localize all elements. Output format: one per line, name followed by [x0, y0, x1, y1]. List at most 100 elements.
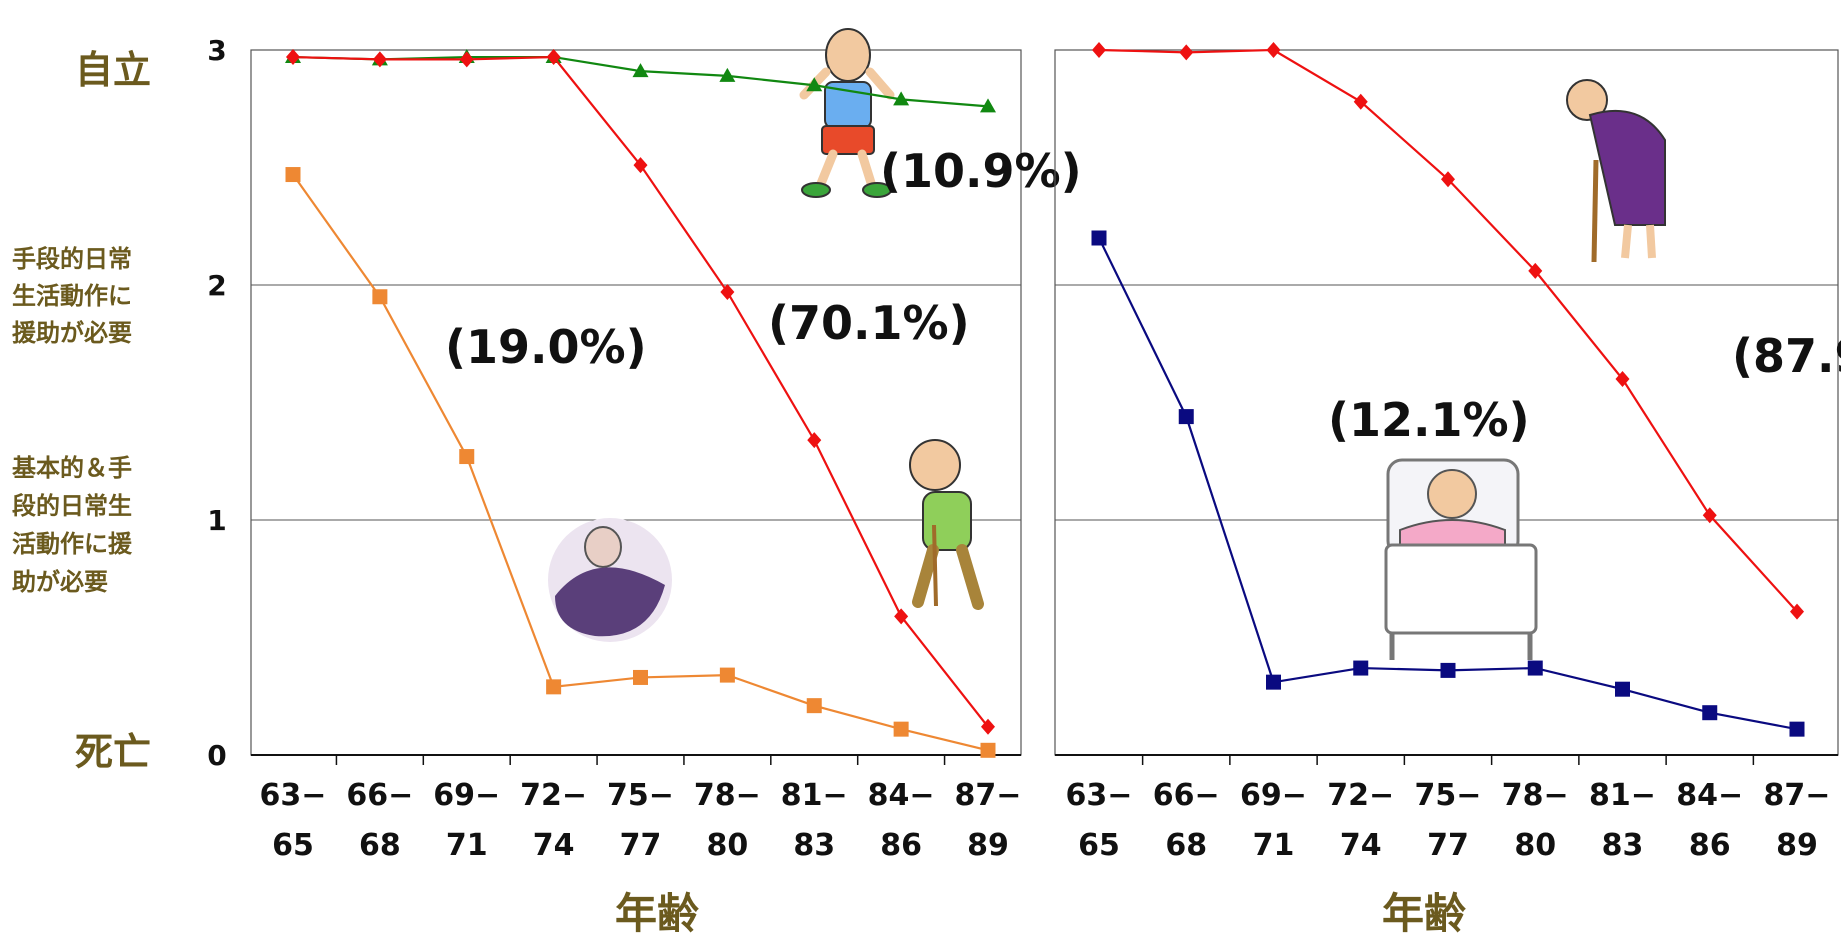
level-label-badl-line1: 基本的＆手	[12, 454, 132, 482]
x-tick-label: 78−	[1502, 778, 1569, 813]
data-point	[720, 284, 735, 301]
x-tick-label: 66−	[1153, 778, 1220, 813]
x-tick-label: 77	[620, 828, 662, 863]
data-point	[1702, 705, 1718, 721]
x-tick-label: 68	[1165, 828, 1207, 863]
x-tick-label: 74	[533, 828, 575, 863]
data-point	[806, 77, 823, 92]
x-tick-label: 83	[793, 828, 835, 863]
data-point	[286, 49, 300, 66]
x-tick-label: 84−	[1676, 778, 1743, 813]
x-tick-label: 71	[1253, 828, 1295, 863]
data-point	[459, 449, 475, 465]
x-tick-label: 89	[967, 828, 1009, 863]
bedridden-person-illustration	[548, 518, 672, 642]
y-tick-label: 1	[207, 504, 226, 537]
x-tick-label: 78−	[694, 778, 761, 813]
data-point	[1179, 44, 1194, 61]
chart-panel-men: 0 1 2 3 63− 65 66− 68 69− 71 72− 74 75− 77 78− 80 81− 83…	[207, 28, 1082, 937]
level-label-iadl-line2: 生活動作に	[12, 282, 132, 310]
chart-panel-women: 63− 65 66− 68 69− 71 72− 74 75− 77 78− 80 81− 83 84− 86…	[1054, 42, 1841, 937]
data-point	[1615, 371, 1630, 387]
x-tick-label: 81−	[781, 778, 848, 813]
data-point	[459, 51, 474, 68]
fit-elderly-man-illustration	[799, 28, 895, 198]
x-tick-label: 63−	[260, 778, 327, 813]
x-tick-label: 86	[880, 828, 922, 863]
person-in-hospital-bed-illustration	[1384, 458, 1538, 660]
x-tick-label: 87−	[955, 778, 1022, 813]
data-point	[981, 718, 995, 735]
data-point	[633, 157, 648, 174]
y-tick-label: 0	[207, 739, 226, 772]
level-label-iadl-line3: 援助が必要	[12, 319, 132, 347]
data-point	[980, 98, 996, 113]
data-point	[1527, 660, 1543, 676]
x-axis-title: 年齢	[615, 889, 699, 937]
data-point	[546, 679, 562, 695]
level-label-badl-line2: 段的日常生	[12, 492, 132, 520]
x-axis-title: 年齢	[1382, 889, 1466, 937]
x-tick-label: 63−	[1066, 778, 1133, 813]
data-point	[1266, 42, 1281, 58]
data-point	[980, 742, 996, 758]
x-tick-label: 65	[272, 828, 314, 863]
x-tick-label: 86	[1689, 828, 1731, 863]
y-tick-label: 2	[207, 269, 226, 302]
data-point	[546, 49, 561, 66]
data-point	[1790, 603, 1804, 620]
data-point	[719, 67, 736, 82]
data-point	[633, 669, 648, 685]
level-label-badl-line3: 活動作に援	[12, 530, 133, 558]
annotation-label-2: (12.1%)	[1328, 393, 1530, 447]
elderly-woman-with-cane-illustration	[1566, 79, 1666, 263]
level-label-badl-line4: 助が必要	[12, 568, 108, 596]
x-tick-label: 69−	[433, 778, 500, 813]
data-point	[1528, 262, 1543, 279]
x-tick-label: 81−	[1589, 778, 1656, 813]
data-point	[1353, 660, 1369, 676]
data-point	[807, 432, 822, 449]
x-tick-label: 72−	[1327, 778, 1394, 813]
data-point	[1702, 507, 1717, 524]
data-point	[372, 289, 388, 305]
data-point	[1353, 93, 1368, 110]
level-label-death: 死亡	[75, 730, 151, 774]
data-point	[1266, 674, 1281, 690]
data-point	[1091, 230, 1107, 246]
data-point	[1440, 662, 1456, 678]
elderly-man-with-cane-illustration	[909, 439, 984, 610]
data-point	[893, 91, 910, 106]
data-point	[893, 721, 909, 737]
x-tick-label: 71	[446, 828, 488, 863]
x-tick-label: 80	[1514, 828, 1556, 863]
annotation-label-1: (10.9%)	[880, 144, 1082, 198]
data-point	[632, 63, 649, 78]
annotation-label-3: (19.0%)	[445, 320, 647, 374]
x-tick-label: 69−	[1240, 778, 1307, 813]
x-tick-label: 66−	[346, 778, 413, 813]
x-tick-label: 75−	[607, 778, 674, 813]
x-tick-label: 83	[1602, 828, 1644, 863]
data-point	[894, 608, 909, 625]
x-tick-label: 68	[359, 828, 401, 863]
x-tick-label: 72−	[520, 778, 587, 813]
x-tick-label: 77	[1427, 828, 1469, 863]
x-tick-label: 65	[1078, 828, 1120, 863]
annotation-label-2: (70.1%)	[768, 296, 970, 350]
x-tick-label: 89	[1776, 828, 1818, 863]
data-point	[1178, 409, 1194, 425]
level-label-iadl-line1: 手段的日常	[12, 245, 132, 273]
x-tick-label: 74	[1340, 828, 1382, 863]
x-tick-label: 80	[707, 828, 749, 863]
data-point	[1092, 42, 1106, 58]
x-tick-label: 75−	[1415, 778, 1482, 813]
annotation-label-1: (87.9%)	[1732, 329, 1841, 383]
data-point	[1789, 721, 1805, 737]
data-point	[372, 51, 387, 68]
data-point	[1615, 681, 1630, 697]
data-point	[285, 167, 301, 183]
level-label-independent: 自立	[75, 48, 151, 92]
series-line	[292, 173, 989, 752]
